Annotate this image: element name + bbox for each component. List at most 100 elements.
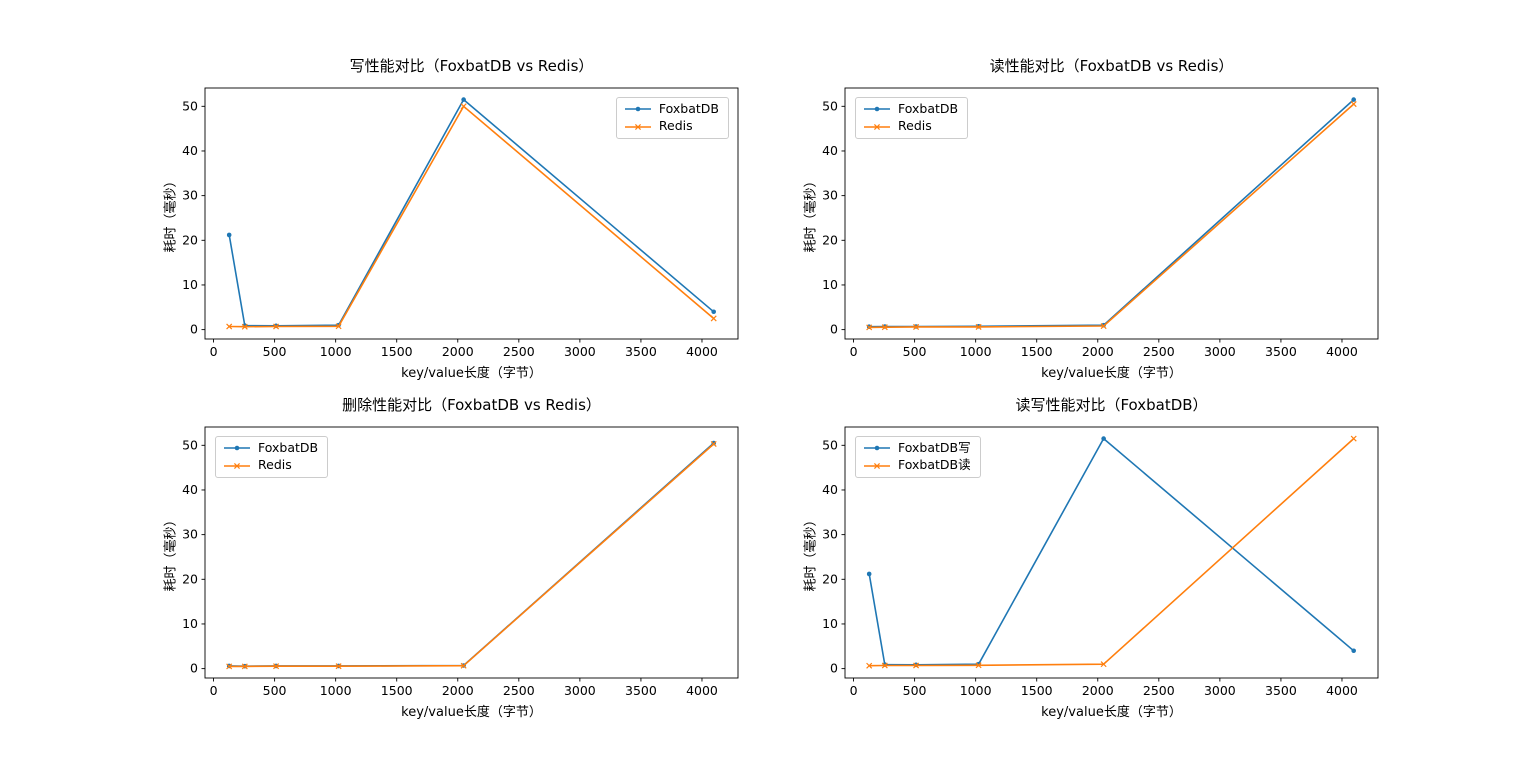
delete-performance-chart: 删除性能对比（FoxbatDB vs Redis） 耗时（毫秒） 0 500 100… [164,396,739,720]
data-point-marker [975,662,982,669]
legend-label: Redis [658,118,693,134]
legend-label: Redis [898,118,932,134]
data-point-marker [1350,101,1357,108]
data-point-marker [226,323,233,330]
y-tick-label: 0 [830,661,838,676]
x-tick-label: 500 [263,344,287,359]
y-axis-label: 耗时（毫秒） [163,174,179,253]
y-tick-label: 40 [822,143,838,158]
data-point-marker [233,462,241,469]
data-point-marker [874,445,880,451]
legend-item: FoxbatDB [624,101,719,116]
x-tick-label: 3000 [1204,683,1236,698]
y-tick-label: 50 [822,437,838,452]
x-tick-label: 2500 [1143,683,1175,698]
y-tick-label: 10 [182,616,198,631]
x-tick-label: 500 [263,683,287,698]
legend-line-sample [864,462,890,469]
y-tick-label: 30 [822,527,838,542]
data-point-marker [226,663,233,670]
y-tick-label: 20 [822,232,838,247]
plot-area: 0 500 1000 1500 2000 2500 3000 3500 4000 0 10 20 30 4… [822,87,1379,359]
legend-line-sample [864,123,890,130]
axes-frame [204,87,739,340]
legend-item: FoxbatDB [863,101,959,116]
x-tick-label: 1500 [1021,683,1053,698]
x-tick-label: 4000 [686,344,718,359]
legend-label: Redis [258,457,292,473]
y-tick-label: 40 [822,482,838,497]
x-tick-label: 0 [210,344,218,359]
x-tick-label: 2000 [1082,344,1114,359]
x-axis-label: key/value长度（字节） [401,705,542,720]
legend-line-sample [864,445,890,451]
legend: FoxbatDB Redis [615,97,729,139]
x-tick-label: 1000 [960,344,992,359]
x-tick-label: 2000 [442,683,474,698]
x-tick-label: 3500 [1265,344,1297,359]
x-tick-label: 1500 [381,344,413,359]
data-point-marker [461,97,466,102]
legend: FoxbatDB Redis [215,436,329,478]
legend-label: FoxbatDB [658,101,719,116]
data-point-marker [874,106,880,112]
x-tick-label: 2500 [503,344,535,359]
legend-item: Redis [624,118,719,134]
y-tick-label: 20 [822,571,838,586]
legend-item: FoxbatDB写 [863,440,971,455]
y-tick-label: 0 [190,322,198,337]
chart-title: 写性能对比（FoxbatDB vs Redis） [349,57,594,75]
x-tick-label: 3500 [625,683,657,698]
data-point-marker [710,315,717,322]
data-point-marker [335,663,342,670]
legend-label: FoxbatDB写 [898,440,971,455]
data-point-marker [460,662,467,669]
series-line [228,98,715,327]
data-point-marker [873,462,881,469]
x-tick-label: 1000 [960,683,992,698]
x-tick-label: 500 [903,683,927,698]
data-point-marker [913,662,920,669]
data-point-marker [273,663,280,670]
x-tick-label: 0 [210,683,218,698]
x-tick-label: 2000 [1082,683,1114,698]
data-point-marker [241,323,248,330]
plot-area: 0 500 1000 1500 2000 2500 3000 3500 4000 0 10 20 30 4… [182,426,739,698]
y-tick-label: 30 [182,188,198,203]
series-line [868,437,1355,666]
x-tick-label: 4000 [1326,683,1358,698]
y-tick-label: 40 [182,482,198,497]
legend-item: Redis [863,118,958,134]
data-point-marker [873,123,881,130]
legend: FoxbatDB写 FoxbatDB读 [855,436,981,478]
x-tick-label: 4000 [1326,344,1358,359]
data-point-marker [1351,648,1357,654]
x-tick-label: 2500 [1143,344,1175,359]
readwrite-performance-chart: 读写性能对比（FoxbatDB） 耗时（毫秒） 0 500 1000 1500 2000… [804,396,1379,720]
series-line [228,443,715,668]
axes-frame [204,426,739,679]
data-point-marker [866,662,873,669]
legend-item: FoxbatDB读 [863,457,971,472]
legend-item: Redis [223,457,318,473]
data-point-marker [913,323,920,330]
x-tick-label: 4000 [686,683,718,698]
write-performance-chart: 写性能对比（FoxbatDB vs Redis） 耗时（毫秒） 0 500 1000… [164,57,739,381]
legend: FoxbatDB Redis [855,97,969,139]
x-tick-label: 1000 [320,683,352,698]
series-line [868,437,1355,667]
data-point-marker [241,663,248,670]
x-tick-label: 3000 [564,683,596,698]
data-point-marker [1100,661,1107,668]
y-tick-label: 30 [182,527,198,542]
legend-label: FoxbatDB [898,101,959,116]
data-point-marker [273,323,280,330]
x-axis-label: key/value长度（字节） [401,366,542,381]
x-tick-label: 3000 [564,344,596,359]
y-axis-label: 耗时（毫秒） [803,174,819,253]
data-point-marker [711,309,717,315]
x-tick-label: 2000 [442,344,474,359]
data-point-marker [635,106,641,112]
data-point-marker [710,440,717,447]
